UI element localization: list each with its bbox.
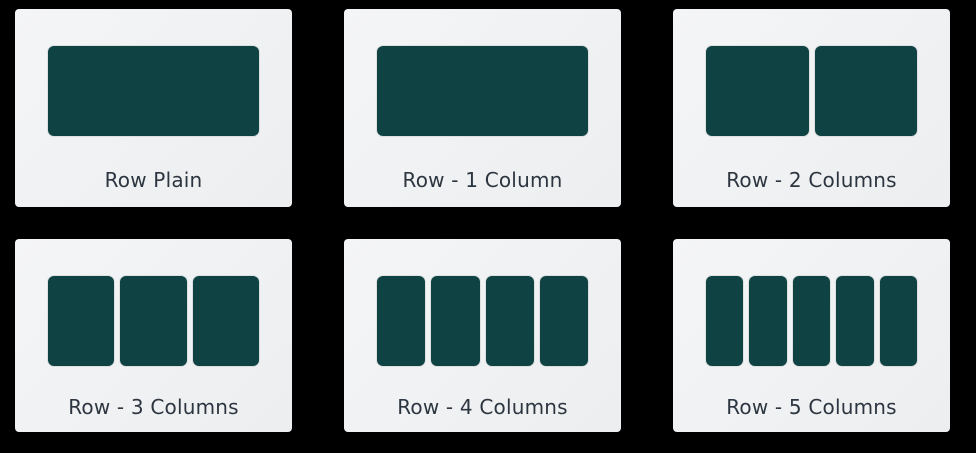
column-block (879, 276, 918, 366)
column-block (792, 276, 831, 366)
column-block (377, 46, 588, 136)
column-block (706, 276, 744, 366)
column-block (377, 276, 426, 366)
layout-option-row-4-columns[interactable]: Row - 4 Columns (344, 239, 621, 432)
column-block (431, 276, 480, 366)
column-block (48, 276, 115, 366)
column-block (48, 46, 259, 136)
column-block (485, 276, 534, 366)
layout-option-row-1-column[interactable]: Row - 1 Column (344, 9, 621, 207)
layout-option-row-3-columns[interactable]: Row - 3 Columns (15, 239, 292, 432)
layout-preview (48, 276, 259, 366)
layout-option-row-2-columns[interactable]: Row - 2 Columns (673, 9, 950, 207)
column-block (706, 46, 809, 136)
layout-preview (706, 46, 917, 136)
column-block (192, 276, 259, 366)
layout-option-row-5-columns[interactable]: Row - 5 Columns (673, 239, 950, 432)
layout-option-label: Row Plain (104, 168, 203, 192)
layout-preview (377, 46, 588, 136)
layout-option-label: Row - 5 Columns (726, 395, 897, 419)
layout-option-label: Row - 1 Column (402, 168, 563, 192)
layout-option-label: Row - 3 Columns (68, 395, 239, 419)
layout-option-row-plain[interactable]: Row Plain (15, 9, 292, 207)
layout-preview (706, 276, 918, 366)
column-block (120, 276, 187, 366)
layout-preview (48, 46, 259, 136)
layout-option-label: Row - 4 Columns (397, 395, 568, 419)
column-block (836, 276, 874, 366)
layout-preview (377, 276, 588, 366)
layout-option-label: Row - 2 Columns (726, 168, 897, 192)
column-block (814, 46, 917, 136)
column-block (539, 276, 588, 366)
column-block (749, 276, 787, 366)
